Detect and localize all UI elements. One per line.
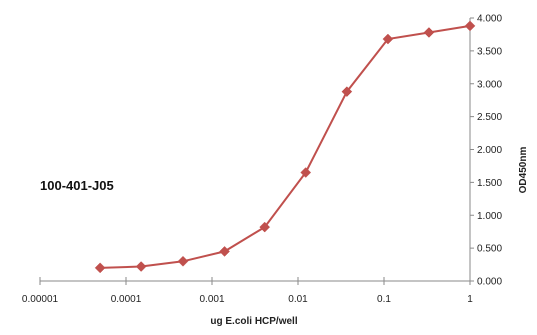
data-point-marker: [259, 221, 271, 233]
y-tick-label: 3.500: [477, 46, 502, 57]
data-point-marker: [464, 20, 476, 32]
x-tick-label: 0.01: [288, 294, 308, 305]
data-point-marker: [135, 261, 147, 272]
y-tick-label: 1.000: [477, 211, 502, 222]
data-point-marker: [382, 33, 394, 45]
data-point-marker: [423, 27, 435, 38]
x-tick-label: 0.001: [199, 294, 224, 305]
chart-annotation: 100-401-J05: [40, 178, 114, 193]
y-tick-label: 1.500: [477, 178, 502, 189]
data-point-marker: [300, 167, 312, 178]
x-tick-label: 0.00001: [22, 294, 59, 305]
tick-labels: 0.00001 0.0001 0.001 0.01 0.1 1 0.000 0.500 1.00…: [22, 14, 503, 306]
y-tick-label: 3.000: [477, 79, 502, 90]
y-tick-label: 0.000: [477, 277, 502, 288]
y-tick-label: 2.500: [477, 112, 502, 123]
y-axis-title: OD450nm: [518, 147, 529, 194]
y-tick-label: 4.000: [477, 14, 502, 25]
series-line: [100, 24, 471, 269]
y-tick-label: 2.000: [477, 145, 502, 156]
series: [94, 20, 476, 274]
x-axis-title: ug E.coli HCP/well: [210, 316, 297, 327]
data-point-marker: [94, 262, 106, 274]
data-point-marker: [341, 86, 353, 97]
axes: [39, 17, 474, 285]
data-point-marker: [219, 246, 230, 257]
data-point-marker: [177, 255, 189, 267]
y-tick-label: 0.500: [477, 244, 502, 255]
x-tick-label: 0.0001: [111, 294, 142, 305]
x-tick-label: 0.1: [377, 294, 391, 305]
x-tick-label: 1: [467, 294, 473, 305]
